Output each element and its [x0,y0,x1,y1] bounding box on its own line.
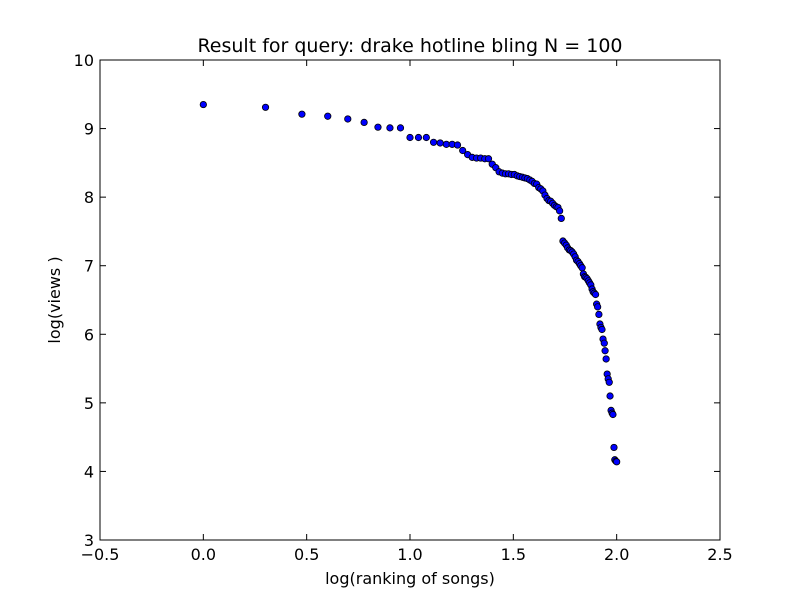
data-point-100 [613,458,621,466]
x-tick-label: 1.0 [397,545,422,564]
x-tick-label: −0.5 [81,545,120,564]
data-point-10 [406,133,414,142]
data-point-6 [360,118,368,127]
x-axis-label: log(ranking of songs) [325,569,495,588]
y-tick-label: 5 [84,394,94,413]
y-axis-label: log(views ) [45,256,64,343]
data-point-4 [324,112,332,120]
data-point-7 [374,123,382,131]
data-point-9 [396,124,405,132]
data-point-3 [298,110,306,118]
data-point-93 [606,392,614,400]
y-tick-label: 9 [84,120,94,139]
data-point-53 [556,207,564,215]
data-point-54 [557,214,565,222]
data-point-81 [594,303,602,311]
data-point-2 [261,103,270,111]
data-point-88 [601,347,609,355]
data-point-68 [578,264,586,272]
chart-title: Result for query: drake hotline bling N … [197,35,622,57]
data-point-1 [199,100,207,109]
y-tick-label: 4 [84,462,94,481]
y-tick-label: 6 [84,325,94,344]
x-tick-label: 1.5 [501,545,526,564]
data-points [199,100,621,466]
plot-frame [99,59,721,541]
data-point-92 [605,378,613,386]
data-point-8 [386,124,394,132]
plot-area [100,60,720,540]
data-point-11 [414,133,423,142]
x-tick-label: 2.5 [707,545,732,564]
data-point-12 [422,133,430,142]
tick-labels: −0.5 0.0 0.5 1.0 1.5 2.0 2.5 3 4 5 6 7 8 9 10 [74,51,733,564]
y-tick-label: 10 [74,51,94,70]
data-point-14 [436,139,444,147]
data-point-79 [591,290,600,299]
data-point-97 [610,443,618,452]
x-tick-label: 2.0 [604,545,629,564]
data-point-85 [598,325,606,334]
y-tick-label: 3 [84,531,94,550]
data-point-96 [609,410,617,419]
y-tick-label: 7 [84,257,94,276]
data-point-87 [600,339,608,347]
data-point-89 [602,355,610,363]
data-point-13 [429,138,438,146]
data-point-18 [459,146,467,155]
data-point-17 [453,141,462,149]
data-point-5 [344,115,352,123]
x-tick-label: 0.0 [191,545,216,564]
data-point-24 [484,155,493,163]
x-tick-label: 0.5 [294,545,319,564]
y-tick-label: 8 [84,188,94,207]
data-point-82 [595,310,603,318]
